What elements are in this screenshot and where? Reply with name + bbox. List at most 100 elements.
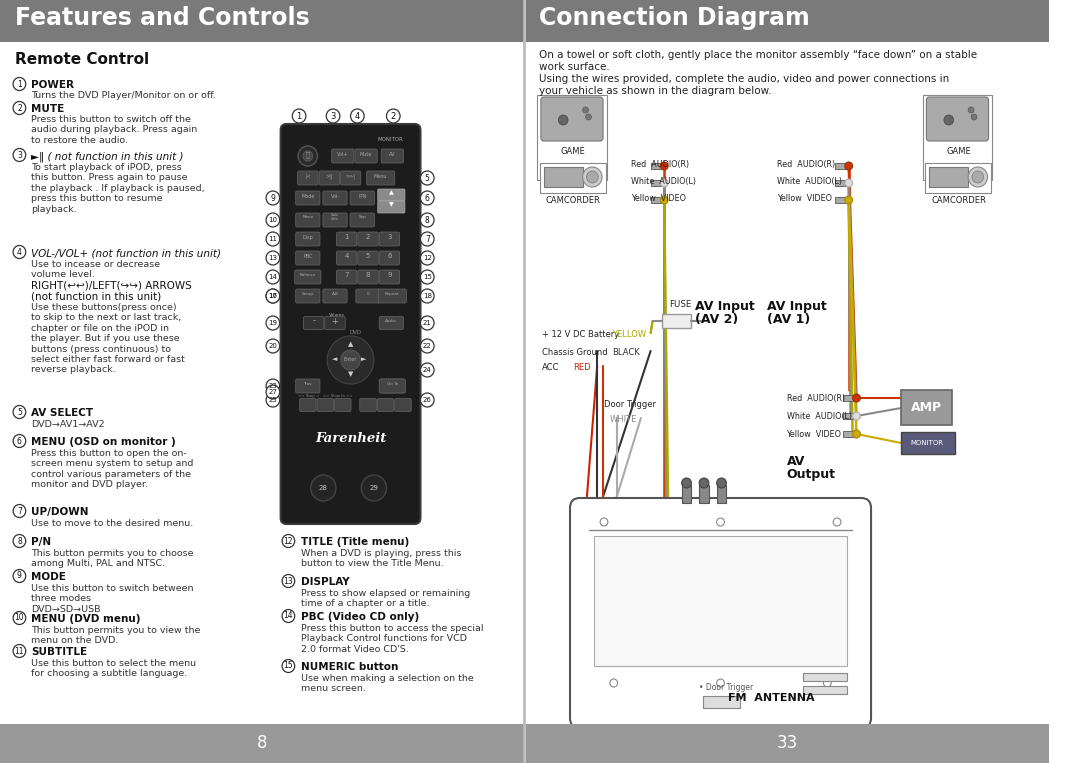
Text: WHITE: WHITE [610, 415, 637, 424]
Text: 7: 7 [424, 234, 430, 243]
Text: 10: 10 [15, 613, 24, 623]
FancyBboxPatch shape [325, 317, 346, 330]
Text: 3: 3 [17, 150, 22, 159]
Text: 0: 0 [367, 292, 369, 296]
Text: ◄: ◄ [333, 356, 338, 362]
Text: • Door Trigger: • Door Trigger [699, 683, 754, 692]
Text: -: - [312, 317, 315, 326]
Text: 11: 11 [268, 236, 278, 242]
Bar [681, 485, 691, 503]
Circle shape [282, 659, 295, 672]
FancyBboxPatch shape [379, 251, 400, 265]
FancyBboxPatch shape [299, 398, 316, 411]
FancyBboxPatch shape [377, 398, 394, 411]
FancyBboxPatch shape [379, 317, 404, 330]
Text: |<: |< [305, 173, 311, 179]
Circle shape [600, 518, 608, 526]
Circle shape [968, 107, 974, 113]
Text: Sep: Sep [359, 215, 366, 219]
Text: 15: 15 [284, 662, 293, 671]
Bar [835, 163, 849, 169]
FancyBboxPatch shape [298, 171, 318, 185]
FancyBboxPatch shape [357, 270, 378, 284]
Text: AV SELECT: AV SELECT [31, 408, 93, 418]
FancyBboxPatch shape [281, 124, 420, 524]
Text: 8: 8 [257, 734, 268, 752]
Text: (not function in this unit): (not function in this unit) [31, 291, 161, 301]
Circle shape [13, 78, 26, 91]
Text: Use to move to the desired menu.: Use to move to the desired menu. [31, 519, 193, 528]
Text: ▲: ▲ [348, 341, 353, 347]
Text: Use to incease or decrease
volume level.: Use to incease or decrease volume level. [31, 260, 160, 279]
Circle shape [420, 339, 434, 353]
Circle shape [717, 679, 725, 687]
Text: 15: 15 [423, 274, 432, 280]
Circle shape [610, 679, 618, 687]
Text: Audio: Audio [386, 319, 397, 323]
Text: Turns the DVD Player/Monitor on or off.: Turns the DVD Player/Monitor on or off. [31, 91, 216, 100]
Circle shape [420, 316, 434, 330]
Circle shape [13, 611, 26, 624]
Text: Press to show elapsed or remaining
time of a chapter or a title.: Press to show elapsed or remaining time … [301, 589, 470, 608]
Circle shape [266, 232, 280, 246]
Circle shape [266, 339, 280, 353]
Text: Red  AUDIO(R): Red AUDIO(R) [786, 394, 845, 403]
Text: ►: ► [362, 356, 367, 362]
Text: Red  AUDIO(R): Red AUDIO(R) [631, 160, 689, 169]
Bar [835, 180, 849, 186]
FancyBboxPatch shape [378, 289, 406, 303]
Text: A-B: A-B [332, 292, 338, 296]
FancyBboxPatch shape [318, 398, 334, 411]
Circle shape [266, 213, 280, 227]
Text: 9: 9 [17, 571, 22, 581]
Text: White  AUDIO(L): White AUDIO(L) [777, 177, 841, 186]
Text: >||: >|| [325, 173, 333, 179]
Bar [526, 0, 1049, 42]
Circle shape [266, 270, 280, 284]
Text: ▼: ▼ [348, 371, 353, 377]
Circle shape [717, 518, 725, 526]
FancyBboxPatch shape [381, 149, 404, 163]
Bar [842, 413, 856, 419]
Bar [699, 485, 708, 503]
Circle shape [327, 336, 374, 384]
Circle shape [13, 504, 26, 517]
Circle shape [266, 289, 280, 303]
Text: 24: 24 [423, 367, 432, 373]
Text: Menu: Menu [374, 173, 388, 179]
Text: Vol+: Vol+ [337, 152, 349, 156]
Circle shape [823, 679, 832, 687]
Text: Mute: Mute [360, 152, 373, 156]
Text: ▼: ▼ [389, 202, 394, 208]
Circle shape [387, 109, 400, 123]
Text: 11: 11 [15, 646, 24, 655]
Circle shape [282, 610, 295, 623]
Text: 27: 27 [269, 389, 278, 395]
Bar [544, 167, 582, 187]
Circle shape [420, 191, 434, 205]
Text: DVD: DVD [349, 330, 362, 335]
Text: Yellow  VIDEO: Yellow VIDEO [777, 194, 832, 203]
Text: 12: 12 [284, 536, 293, 546]
Bar [926, 163, 991, 193]
Circle shape [420, 213, 434, 227]
Text: work surface.: work surface. [539, 62, 610, 72]
Text: Press this button to switch off the
audio during playback. Press again
to restor: Press this button to switch off the audi… [31, 115, 198, 145]
Bar [540, 163, 606, 193]
Text: Enter: Enter [343, 356, 357, 362]
Text: MUTE: MUTE [31, 104, 65, 114]
Circle shape [326, 109, 340, 123]
Circle shape [298, 146, 318, 166]
Bar [594, 536, 847, 666]
Text: 4: 4 [345, 253, 349, 259]
Circle shape [971, 114, 977, 120]
Text: Mode: Mode [301, 194, 314, 198]
Text: 6: 6 [17, 436, 22, 446]
Text: 2: 2 [366, 234, 370, 240]
Text: 9: 9 [270, 194, 275, 202]
Text: Farenheit: Farenheit [315, 432, 387, 445]
Circle shape [266, 393, 280, 407]
Bar [0, 724, 525, 763]
Text: Trav: Trav [303, 382, 312, 386]
Bar [703, 696, 740, 708]
